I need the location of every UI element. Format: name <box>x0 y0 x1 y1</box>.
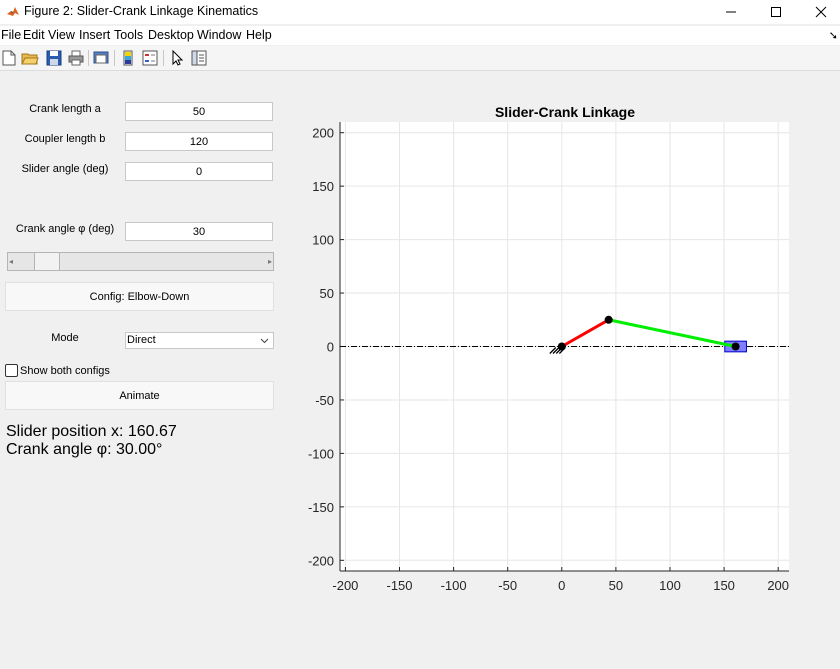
mode-label: Mode <box>51 332 79 344</box>
coupler-length-label: Coupler length b <box>24 133 106 145</box>
menu-file[interactable]: File <box>1 28 22 42</box>
y-tick-label: 50 <box>320 286 334 301</box>
y-tick-label: -100 <box>308 446 334 461</box>
y-tick-label: -150 <box>308 500 334 515</box>
slider-angle-input[interactable]: 0 <box>125 162 273 181</box>
x-tick-label: 150 <box>713 578 735 593</box>
crank-length-input[interactable]: 50 <box>125 102 273 121</box>
slider-pin-joint <box>731 342 740 351</box>
menu-view[interactable]: View <box>48 28 75 42</box>
chevron-down-icon <box>260 338 269 344</box>
x-tick-label: -100 <box>441 578 467 593</box>
dock-arrow-icon[interactable]: ➘ <box>828 30 838 42</box>
crank-length-label: Crank length a <box>29 103 101 115</box>
minimize-button[interactable] <box>708 0 754 24</box>
open-folder-icon[interactable] <box>21 49 39 67</box>
x-tick-label: 100 <box>659 578 681 593</box>
print-icon[interactable] <box>67 49 85 67</box>
slider-right-arrow-icon[interactable]: ▸ <box>267 257 272 266</box>
x-tick-label: -50 <box>498 578 517 593</box>
config-toggle-button[interactable]: Config: Elbow-Down <box>5 282 274 311</box>
y-tick-label: -200 <box>308 553 334 568</box>
ground-hatch <box>552 347 560 354</box>
menu-window[interactable]: Window <box>197 28 242 42</box>
menu-tools[interactable]: Tools <box>114 28 144 42</box>
crank-angle-slider[interactable]: ◂ ▸ <box>7 252 274 271</box>
slider-position-readout: Slider position x: 160.67 <box>6 423 177 440</box>
colorbar-icon[interactable] <box>119 49 137 67</box>
property-inspector-icon[interactable] <box>190 49 208 67</box>
mode-dropdown-value: Direct <box>127 334 156 346</box>
y-tick-label: 100 <box>312 233 334 248</box>
coupler-length-input[interactable]: 120 <box>125 132 273 151</box>
show-both-configs-checkbox[interactable] <box>5 364 18 377</box>
menu-bar: File Edit View Insert Tools Desktop Wind… <box>0 26 840 45</box>
print-preview-icon[interactable] <box>92 49 110 67</box>
window-title: Figure 2: Slider-Crank Linkage Kinematic… <box>24 4 259 18</box>
animate-button[interactable]: Animate <box>5 381 274 410</box>
menu-insert[interactable]: Insert <box>79 28 111 42</box>
legend-icon[interactable] <box>141 49 159 67</box>
toolbar-separator <box>114 50 115 66</box>
menu-edit[interactable]: Edit <box>23 28 45 42</box>
y-tick-label: 200 <box>312 126 334 141</box>
toolbar-separator <box>88 50 89 66</box>
maximize-icon <box>771 7 781 17</box>
slider-left-arrow-icon[interactable]: ◂ <box>9 257 14 266</box>
plot-title: Slider-Crank Linkage <box>494 104 636 120</box>
matlab-logo-icon <box>7 7 19 16</box>
crank-angle-readout: Crank angle φ: 30.00° <box>6 441 163 458</box>
x-tick-label: 0 <box>558 578 565 593</box>
crank-angle-input[interactable]: 30 <box>125 222 273 241</box>
pointer-icon[interactable] <box>168 49 186 67</box>
ground-hatch <box>549 347 557 354</box>
maximize-button[interactable] <box>753 0 799 24</box>
ground-pivot-joint <box>557 342 566 351</box>
close-button[interactable] <box>798 0 840 24</box>
coupler-link <box>608 318 736 348</box>
menu-desktop[interactable]: Desktop <box>148 28 194 42</box>
y-tick-label: -50 <box>315 393 334 408</box>
y-tick-label: 150 <box>312 179 334 194</box>
x-tick-label: -150 <box>386 578 412 593</box>
new-figure-icon[interactable] <box>0 49 18 67</box>
minimize-icon <box>726 11 736 13</box>
toolbar-separator <box>163 50 164 66</box>
menu-help[interactable]: Help <box>246 28 272 42</box>
figure-toolbar <box>0 46 840 71</box>
show-both-configs-label: Show both configs <box>20 365 110 377</box>
x-tick-label: 200 <box>767 578 789 593</box>
save-icon[interactable] <box>45 49 63 67</box>
mode-dropdown[interactable]: Direct <box>125 332 274 349</box>
x-tick-label: 50 <box>609 578 623 593</box>
crank-link <box>561 318 610 348</box>
x-tick-label: -200 <box>332 578 358 593</box>
window-titlebar: Figure 2: Slider-Crank Linkage Kinematic… <box>0 0 840 24</box>
slider-angle-label: Slider angle (deg) <box>21 163 109 175</box>
close-icon <box>815 6 827 18</box>
crank-angle-label: Crank angle φ (deg) <box>15 223 115 235</box>
crank-pin-joint <box>604 315 613 324</box>
slider-thumb[interactable] <box>33 253 60 270</box>
y-tick-label: 0 <box>327 340 334 355</box>
